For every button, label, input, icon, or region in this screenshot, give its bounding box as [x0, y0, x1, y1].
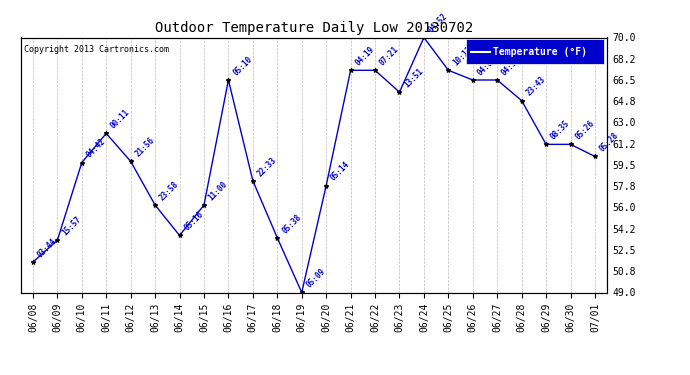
- Text: 04:56: 04:56: [500, 54, 523, 77]
- Text: 22:33: 22:33: [255, 155, 278, 178]
- Point: [272, 235, 283, 241]
- Text: 10:13: 10:13: [451, 45, 474, 68]
- Point: [394, 89, 405, 95]
- Text: 05:28: 05:28: [598, 131, 620, 154]
- Text: 08:35: 08:35: [549, 119, 571, 142]
- Point: [28, 259, 39, 265]
- Text: 07:21: 07:21: [378, 45, 400, 68]
- Point: [101, 130, 112, 136]
- Point: [345, 67, 356, 73]
- Point: [418, 34, 429, 40]
- Text: 15:57: 15:57: [60, 215, 83, 237]
- Point: [247, 178, 258, 184]
- Text: 05:16: 05:16: [182, 210, 205, 232]
- Point: [52, 237, 63, 243]
- Text: 04:52: 04:52: [426, 12, 449, 35]
- Point: [223, 77, 234, 83]
- Point: [492, 77, 503, 83]
- Text: 05:26: 05:26: [573, 119, 596, 142]
- Point: [77, 160, 88, 166]
- Point: [174, 232, 185, 238]
- Text: 11:00: 11:00: [207, 180, 230, 202]
- Point: [589, 153, 600, 159]
- Point: [296, 290, 307, 296]
- Point: [467, 77, 478, 83]
- Text: 00:11: 00:11: [109, 108, 132, 130]
- Text: 23:43: 23:43: [524, 75, 547, 98]
- Text: 04:19: 04:19: [353, 45, 376, 68]
- Text: 04:42: 04:42: [85, 137, 107, 160]
- Point: [443, 67, 454, 73]
- Text: 05:10: 05:10: [231, 54, 254, 77]
- Text: 05:38: 05:38: [280, 212, 303, 235]
- Point: [516, 98, 527, 104]
- Text: 13:51: 13:51: [402, 67, 425, 89]
- Point: [321, 183, 332, 189]
- Text: 04:06: 04:06: [475, 54, 498, 77]
- Title: Outdoor Temperature Daily Low 20130702: Outdoor Temperature Daily Low 20130702: [155, 21, 473, 35]
- Point: [150, 202, 161, 208]
- FancyBboxPatch shape: [466, 39, 604, 64]
- Text: Copyright 2013 Cartronics.com: Copyright 2013 Cartronics.com: [23, 45, 168, 54]
- Text: 23:58: 23:58: [158, 180, 181, 202]
- Text: 21:56: 21:56: [133, 136, 156, 159]
- Text: Temperature (°F): Temperature (°F): [493, 46, 586, 57]
- Text: 03:44: 03:44: [36, 237, 59, 260]
- Point: [125, 158, 136, 164]
- Text: 05:14: 05:14: [329, 160, 352, 183]
- Point: [199, 202, 210, 208]
- Point: [565, 141, 576, 147]
- Text: 05:09: 05:09: [304, 267, 327, 290]
- Point: [540, 141, 551, 147]
- Point: [370, 67, 381, 73]
